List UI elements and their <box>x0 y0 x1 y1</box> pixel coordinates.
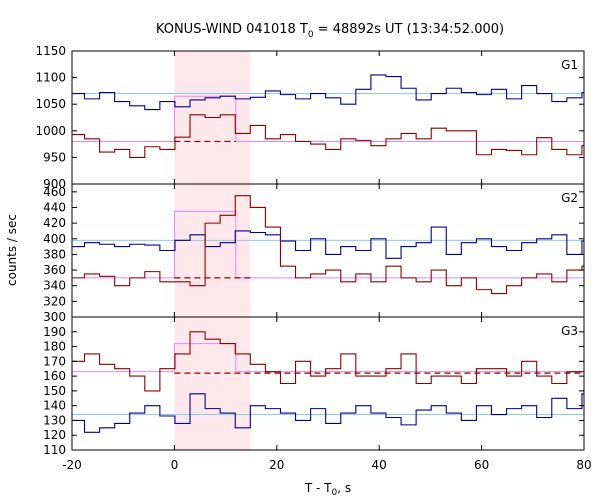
fit-line-2 <box>72 95 584 142</box>
panel-label: G1 <box>561 58 578 72</box>
y-tick-label: 160 <box>43 369 66 383</box>
panel-frame <box>71 316 585 451</box>
y-tick-label: 1100 <box>35 71 66 85</box>
y-tick-label: 150 <box>43 384 66 398</box>
y-tick-label: 190 <box>43 325 66 339</box>
x-tick-label: -20 <box>62 458 82 472</box>
chart-title-sub: 0 <box>308 30 314 40</box>
series-line-2 <box>72 114 584 158</box>
x-tick-label: 0 <box>171 458 179 472</box>
series-line-2 <box>72 331 584 392</box>
y-tick-label: 460 <box>43 185 66 199</box>
chart-title-rest: = 48892s UT (13:34:52.000) <box>314 22 504 37</box>
fit-line-2 <box>72 343 584 373</box>
x-tick-label: 60 <box>474 458 489 472</box>
panel-g1: 900 950 1000 1050 1100 1150 G1 <box>35 44 585 191</box>
x-axis-label-rest: , s <box>337 481 351 495</box>
y-tick-label: 1150 <box>35 44 66 58</box>
y-axis-label: counts / sec <box>5 214 19 286</box>
x-tick-label: 40 <box>372 458 387 472</box>
y-tick-label: 400 <box>43 232 66 246</box>
x-axis-label-sub: 0 <box>332 488 338 498</box>
highlight-interval <box>174 317 251 450</box>
panel-plot-area <box>72 74 584 158</box>
y-tick-label: 380 <box>43 247 66 261</box>
y-tick-label: 440 <box>43 200 66 214</box>
series-line-1 <box>72 74 584 111</box>
y-tick-label: 320 <box>43 294 66 308</box>
y-tick-label: 120 <box>43 428 66 442</box>
y-tick-label: 170 <box>43 354 66 368</box>
chart-title-main: KONUS-WIND 041018 T <box>156 22 308 37</box>
fit-line-2 <box>72 210 584 279</box>
panel-plot-area <box>72 195 584 295</box>
x-tick-label: 80 <box>576 458 591 472</box>
highlight-interval <box>174 184 251 317</box>
x-axis-label-main: T - T <box>304 481 332 495</box>
y-tick-label: 1000 <box>35 124 66 138</box>
y-tick-label: 360 <box>43 263 66 277</box>
y-tick-label: 1050 <box>35 97 66 111</box>
series-line-1 <box>72 393 584 433</box>
series-line-2 <box>72 195 584 295</box>
x-tick-label: 20 <box>269 458 284 472</box>
y-tick-label: 300 <box>43 310 66 324</box>
y-tick-label: 110 <box>43 443 66 457</box>
y-tick-label: 950 <box>43 150 66 164</box>
panel-label: G3 <box>561 324 578 338</box>
plot-panels: 9009501000105011001150G13003203403603804… <box>35 44 591 472</box>
series-line-1 <box>72 226 584 259</box>
panel-label: G2 <box>561 191 578 205</box>
panel-frame <box>71 50 585 185</box>
y-tick-label: 340 <box>43 279 66 293</box>
y-tick-label: 180 <box>43 340 66 354</box>
y-tick-label: 900 <box>43 177 66 191</box>
y-tick-label: 140 <box>43 399 66 413</box>
x-axis-label: T - T0, s <box>304 481 351 498</box>
panel-plot-area <box>72 331 584 433</box>
y-tick-label: 130 <box>43 413 66 427</box>
y-tick-label: 420 <box>43 216 66 230</box>
chart-title: KONUS-WIND 041018 T0 = 48892s UT (13:34:… <box>156 22 504 40</box>
